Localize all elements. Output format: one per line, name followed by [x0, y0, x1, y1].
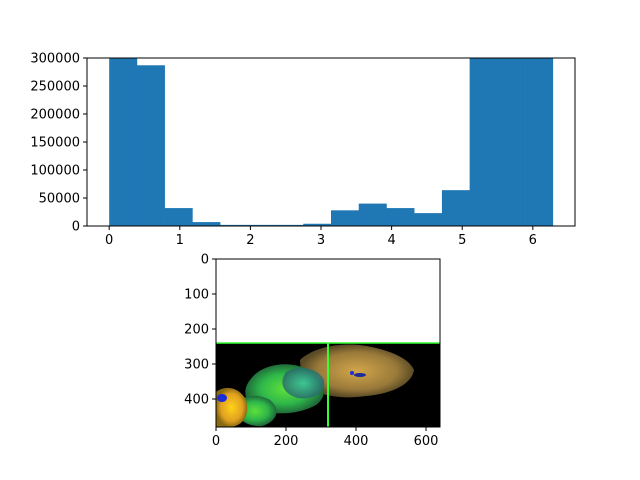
histogram-bar [386, 208, 415, 226]
histogram-bar [497, 58, 526, 226]
x-tick-label: 3 [317, 233, 325, 248]
histogram-bar [441, 190, 470, 226]
y-tick-label: 300 [184, 358, 209, 373]
x-tick-label: 0 [212, 434, 220, 449]
histogram-chart: 0 1 2 3 4 5 6 0 50000 100000 150000 200000 250000 30… [30, 52, 576, 248]
image-x-axis: 0 200 400 600 [212, 427, 439, 449]
y-tick-label: 200000 [30, 108, 80, 123]
histogram-bar [358, 203, 387, 226]
image-panel: 0 200 400 600 0 100 200 300 400 [184, 253, 441, 449]
x-tick-label: 0 [105, 233, 113, 248]
histogram-bar [247, 224, 276, 226]
image-content [216, 259, 440, 427]
histogram-bar [275, 224, 304, 226]
y-tick-label: 300000 [30, 52, 80, 67]
y-tick-label: 150000 [30, 136, 80, 151]
x-tick-label: 400 [344, 434, 369, 449]
histogram-y-axis: 0 50000 100000 150000 200000 250000 300000 [30, 52, 87, 235]
image-frame [215, 258, 441, 428]
blob-blue-small [350, 371, 354, 375]
image-top-region [216, 259, 440, 343]
histogram-bars [109, 58, 554, 226]
y-tick-label: 250000 [30, 80, 80, 95]
x-tick-label: 200 [274, 434, 299, 449]
image-y-axis: 0 100 200 300 400 [184, 253, 216, 408]
y-tick-label: 400 [184, 393, 209, 408]
y-tick-label: 200 [184, 323, 209, 338]
y-tick-label: 100 [184, 288, 209, 303]
histogram-bar [525, 58, 554, 226]
x-tick-label: 1 [176, 233, 184, 248]
y-tick-label: 100000 [30, 164, 80, 179]
histogram-bar [331, 210, 360, 226]
histogram-bar [469, 58, 498, 226]
histogram-bar [220, 224, 249, 226]
x-tick-label: 5 [458, 233, 466, 248]
blob-blue-left [217, 394, 227, 402]
histogram-bar [414, 213, 443, 226]
y-tick-label: 0 [72, 220, 80, 235]
x-tick-label: 2 [246, 233, 254, 248]
x-tick-label: 4 [387, 233, 395, 248]
blob-teal [282, 367, 325, 399]
y-tick-label: 0 [201, 253, 209, 268]
blob-blue-right [354, 373, 366, 377]
y-tick-label: 50000 [39, 192, 80, 207]
histogram-x-axis: 0 1 2 3 4 5 6 [105, 226, 537, 248]
x-tick-label: 600 [414, 434, 439, 449]
histogram-bar [303, 223, 332, 226]
histogram-bar [192, 222, 221, 226]
histogram-bar [136, 65, 165, 226]
histogram-bar [109, 58, 138, 226]
histogram-bar [164, 208, 193, 226]
x-tick-label: 6 [529, 233, 537, 248]
